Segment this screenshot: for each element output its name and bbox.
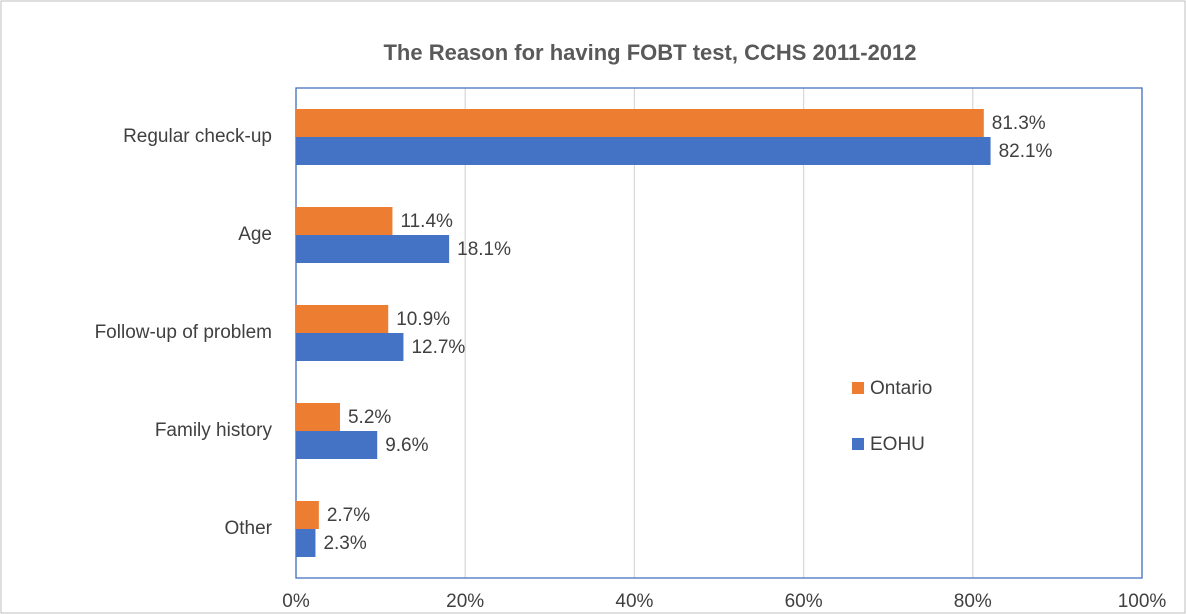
bar xyxy=(296,235,450,263)
chart-title: The Reason for having FOBT test, CCHS 20… xyxy=(383,40,916,65)
value-label: 81.3% xyxy=(992,113,1046,134)
x-tick-label: 100% xyxy=(1118,591,1167,612)
bar xyxy=(296,529,316,557)
legend-swatch xyxy=(852,438,864,450)
value-label: 2.7% xyxy=(327,505,370,526)
legend-label: EOHU xyxy=(870,434,925,455)
value-label: 10.9% xyxy=(396,309,450,330)
value-label: 11.4% xyxy=(400,211,453,232)
y-tick-label: Other xyxy=(224,518,272,539)
bar xyxy=(296,403,340,431)
y-tick-label: Family history xyxy=(155,420,273,441)
bar xyxy=(296,109,984,137)
value-label: 5.2% xyxy=(348,407,391,428)
x-tick-label: 60% xyxy=(785,591,823,612)
legend-swatch xyxy=(852,382,864,394)
x-tick-label: 80% xyxy=(954,591,992,612)
value-label: 18.1% xyxy=(457,239,511,260)
bar xyxy=(296,137,991,165)
y-tick-label: Age xyxy=(238,224,272,245)
legend-label: Ontario xyxy=(870,378,932,399)
bar xyxy=(296,305,389,333)
y-tick-label: Follow-up of problem xyxy=(95,322,272,343)
x-tick-label: 0% xyxy=(282,591,310,612)
x-tick-label: 20% xyxy=(446,591,484,612)
value-label: 82.1% xyxy=(999,141,1053,162)
bar xyxy=(296,333,404,361)
value-label: 2.3% xyxy=(323,533,366,554)
y-tick-label: Regular check-up xyxy=(123,126,272,147)
bar xyxy=(296,431,378,459)
value-label: 9.6% xyxy=(385,435,428,456)
bar xyxy=(296,207,393,235)
x-tick-label: 40% xyxy=(615,591,653,612)
value-label: 12.7% xyxy=(411,337,465,358)
bar xyxy=(296,501,319,529)
